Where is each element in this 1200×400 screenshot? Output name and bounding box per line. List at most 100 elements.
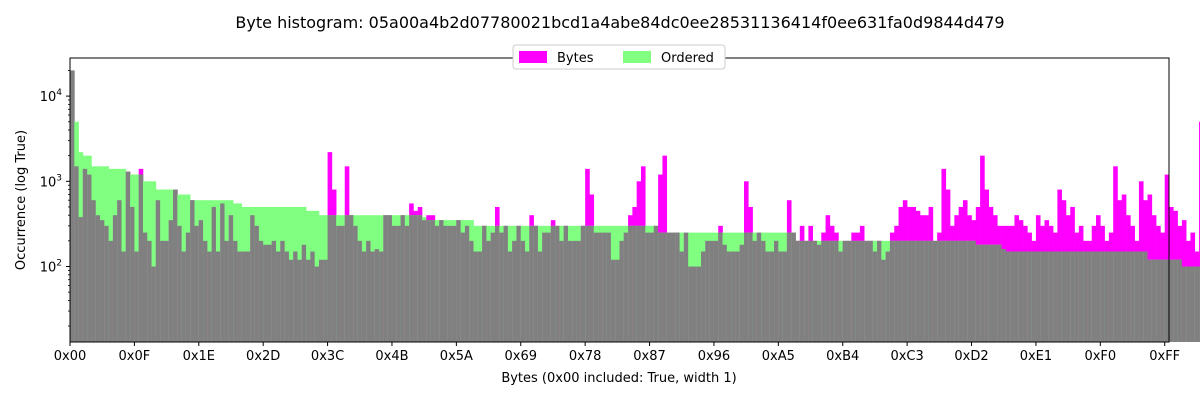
overlap-bar xyxy=(769,251,775,342)
overlap-bar xyxy=(1023,251,1028,342)
overlap-bar xyxy=(1018,251,1024,342)
overlap-bar xyxy=(379,251,384,342)
overlap-bar xyxy=(765,251,771,342)
overlap-bar xyxy=(460,232,466,342)
overlap-bar xyxy=(422,220,427,342)
overlap-bar xyxy=(619,240,625,342)
overlap-bar xyxy=(469,240,474,342)
overlap-bar xyxy=(567,240,573,342)
overlap-bar xyxy=(885,251,891,342)
overlap-bar xyxy=(1091,251,1097,342)
overlap-bar xyxy=(864,240,869,342)
overlap-bar xyxy=(1100,251,1105,342)
overlap-bar xyxy=(1113,251,1118,342)
overlap-bar xyxy=(78,217,84,342)
x-axis-label: Bytes (0x00 included: True, width 1) xyxy=(501,371,736,386)
overlap-bar xyxy=(1078,251,1084,342)
overlap-bar xyxy=(842,240,848,342)
overlap-bar xyxy=(70,70,75,342)
overlap-bar xyxy=(267,244,273,342)
overlap-bar xyxy=(1130,251,1135,342)
overlap-bar xyxy=(1057,251,1062,342)
legend-box xyxy=(512,44,726,70)
overlap-bar xyxy=(211,206,217,342)
overlap-bar xyxy=(344,215,350,342)
overlap-bar xyxy=(357,240,363,342)
x-tick-label: 0xFF xyxy=(1149,349,1180,364)
overlap-bar xyxy=(233,240,238,342)
overlap-bar xyxy=(512,240,517,342)
overlap-bar xyxy=(701,251,706,342)
overlap-bar xyxy=(207,251,212,342)
overlap-bar xyxy=(241,251,247,342)
overlap-bar xyxy=(499,232,504,342)
overlap-bar xyxy=(911,240,917,342)
overlap-bar xyxy=(675,232,680,342)
overlap-bar xyxy=(1001,249,1007,342)
overlap-bar xyxy=(1005,251,1011,342)
overlap-bar xyxy=(1083,251,1088,342)
overlap-bar xyxy=(258,240,264,342)
overlap-bar xyxy=(130,206,135,342)
overlap-bar xyxy=(559,240,564,342)
overlap-bar xyxy=(1087,251,1093,342)
overlap-bar xyxy=(1181,266,1187,342)
overlap-bar xyxy=(756,232,762,342)
overlap-bar xyxy=(1143,251,1148,342)
overlap-bar xyxy=(555,225,560,342)
overlap-bar xyxy=(585,225,590,342)
overlap-bar xyxy=(829,240,835,342)
overlap-bar xyxy=(529,225,534,342)
overlap-bar xyxy=(533,225,539,342)
overlap-bar xyxy=(602,232,607,342)
overlap-bar xyxy=(855,240,861,342)
overlap-bar xyxy=(812,240,818,342)
overlap-bar xyxy=(177,225,182,342)
legend-label: Ordered xyxy=(661,51,714,66)
overlap-bar xyxy=(155,200,161,342)
overlap-bar xyxy=(250,215,255,342)
overlap-bar xyxy=(743,232,749,342)
overlap-bar xyxy=(447,225,453,342)
overlap-bar xyxy=(400,215,406,342)
overlap-bar xyxy=(74,166,79,342)
overlap-bar xyxy=(859,240,865,342)
overlap-bar xyxy=(482,225,487,342)
overlap-bar xyxy=(945,240,951,342)
overlap-bar xyxy=(1104,251,1110,342)
overlap-bar xyxy=(473,251,479,342)
overlap-bar xyxy=(1061,251,1067,342)
overlap-bar xyxy=(872,251,878,342)
legend-swatch xyxy=(519,51,547,63)
overlap-bar xyxy=(108,240,114,342)
overlap-bar xyxy=(263,244,268,342)
overlap-bar xyxy=(387,215,393,342)
overlap-bar xyxy=(1040,251,1045,342)
overlap-bar xyxy=(640,225,646,342)
overlap-bar xyxy=(117,200,122,342)
overlap-bar xyxy=(636,225,642,342)
overlap-bar xyxy=(671,232,676,342)
overlap-bar xyxy=(821,240,826,342)
overlap-bar xyxy=(1121,251,1127,342)
overlap-bar xyxy=(851,240,856,342)
overlap-bar xyxy=(1108,251,1114,342)
overlap-bar xyxy=(125,171,131,342)
overlap-bar xyxy=(95,215,101,342)
overlap-bar xyxy=(288,259,294,342)
overlap-bar xyxy=(391,225,397,342)
overlap-bar xyxy=(301,244,307,342)
overlap-bar xyxy=(726,251,732,342)
overlap-bar xyxy=(374,249,380,342)
y-axis: 102 103 104 xyxy=(40,70,70,327)
overlap-bar xyxy=(1126,251,1131,342)
overlap-bar xyxy=(349,215,354,342)
overlap-bar xyxy=(1027,251,1032,342)
x-tick-label: 0x3C xyxy=(311,349,344,364)
overlap-bar xyxy=(838,251,844,342)
overlap-bar xyxy=(318,259,324,342)
overlap-bar xyxy=(164,240,170,342)
overlap-bar xyxy=(649,232,655,342)
overlap-bar xyxy=(293,251,298,342)
overlap-bar xyxy=(370,251,376,342)
